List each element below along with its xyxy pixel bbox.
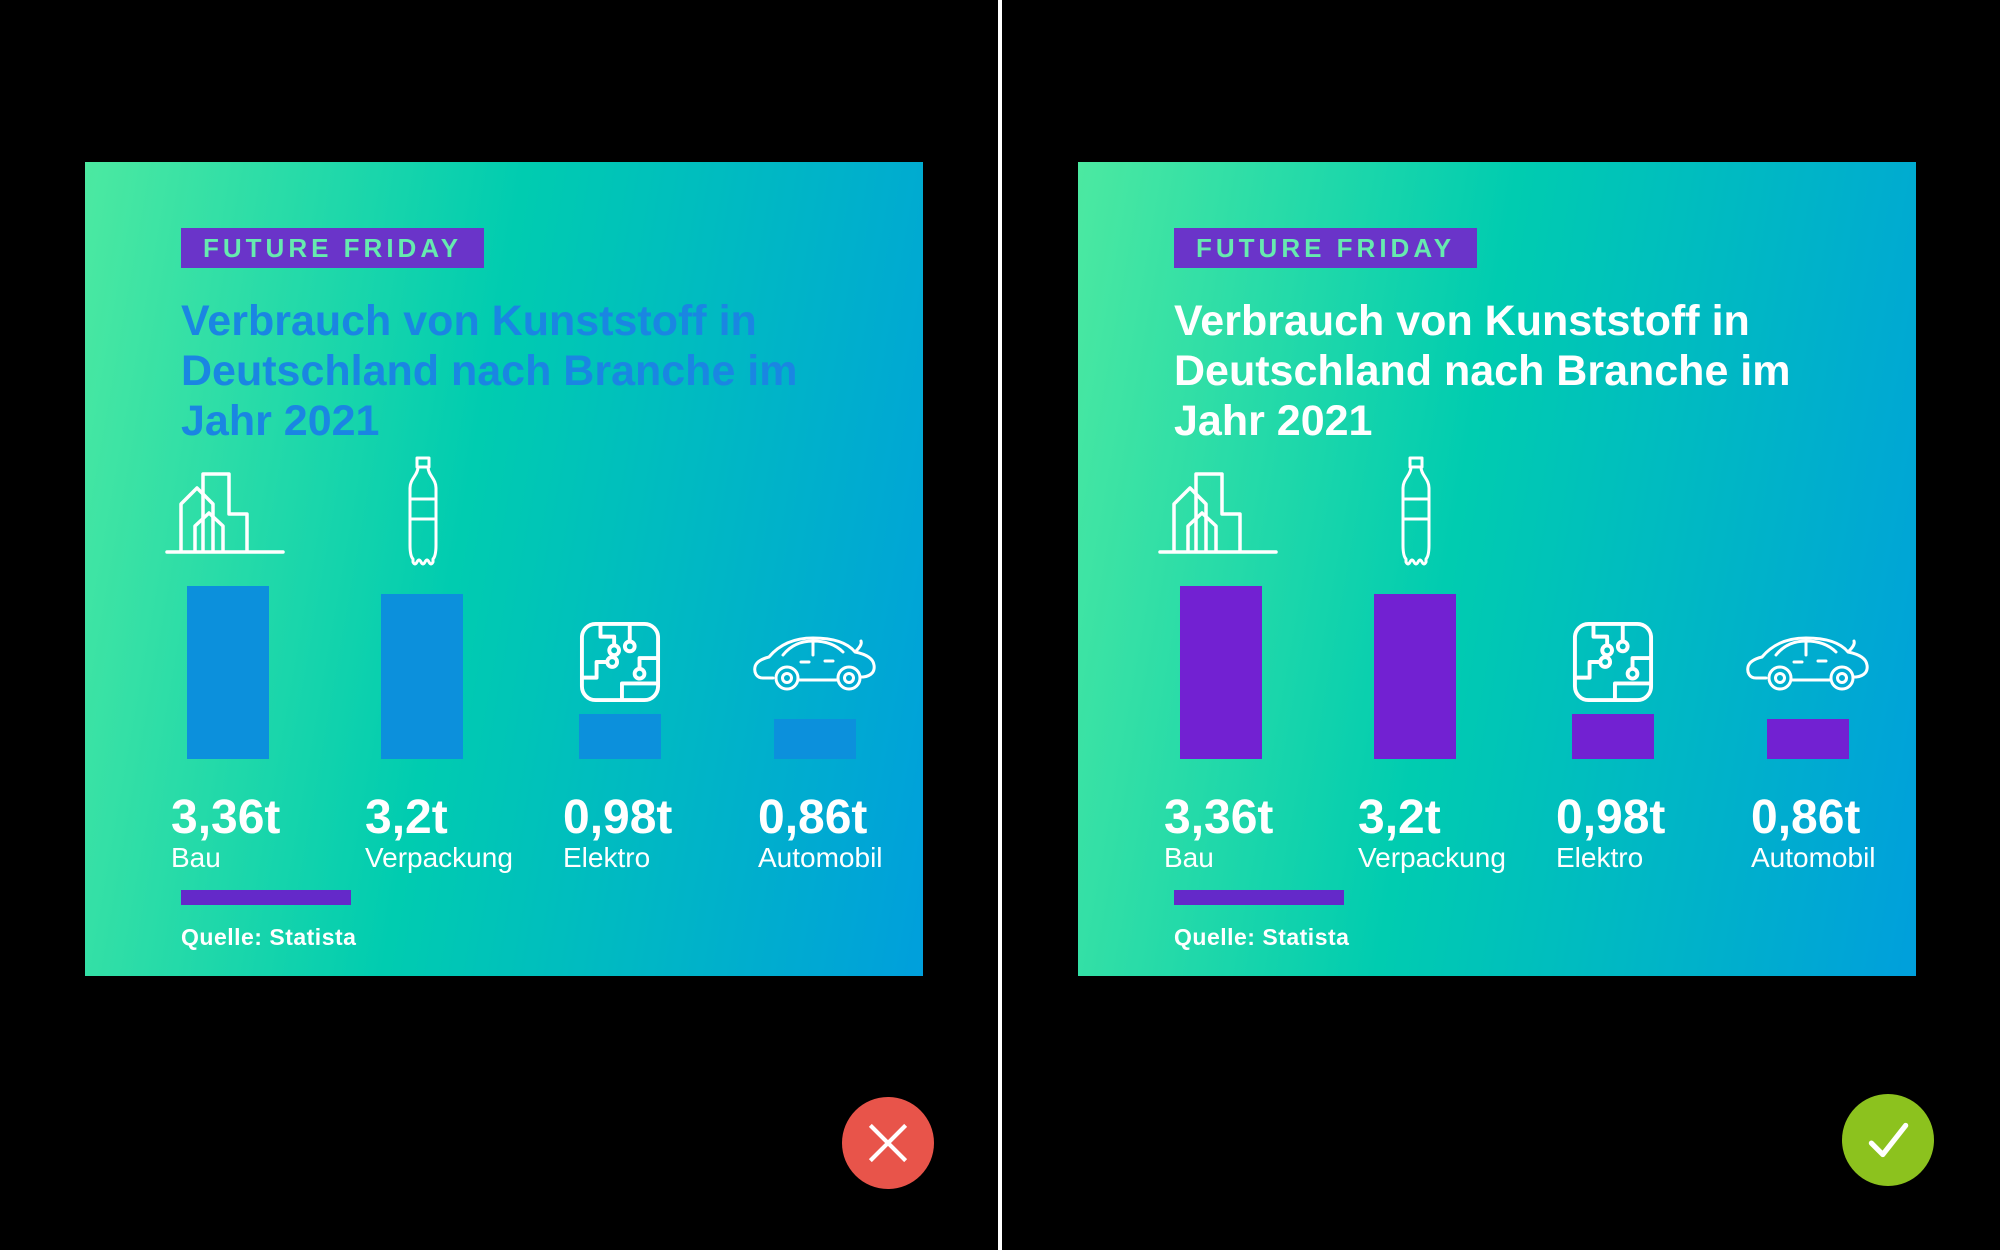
reject-button[interactable]	[842, 1097, 934, 1189]
car-icon	[1744, 630, 1874, 694]
circuit-icon	[1572, 620, 1654, 704]
infographic-card-left: FUTURE FRIDAY Verbrauch von Kunststoff i…	[85, 162, 923, 976]
value-bau: 3,36t	[1164, 791, 1274, 844]
label-verpackung: Verpackung	[365, 842, 513, 873]
value-bau: 3,36t	[171, 791, 281, 844]
bar-verpackung	[1374, 594, 1456, 759]
chart-title-line-2: Deutschland nach Branche im	[181, 347, 798, 395]
car-icon	[751, 630, 881, 694]
source-credit: Quelle: Statista	[181, 924, 357, 950]
label-verpackung: Verpackung	[1358, 842, 1506, 873]
value-automobil: 0,86t	[1751, 791, 1861, 844]
label-bau: Bau	[171, 842, 221, 873]
bottle-icon	[401, 454, 445, 570]
future-friday-badge: FUTURE FRIDAY	[181, 228, 485, 268]
circuit-icon	[579, 620, 661, 704]
value-verpackung: 3,2t	[365, 791, 448, 844]
check-icon	[1861, 1113, 1915, 1167]
chart-title-line-3: Jahr 2021	[181, 397, 380, 445]
label-elektro: Elektro	[1556, 842, 1644, 873]
bar-elektro	[1572, 714, 1654, 759]
value-elektro: 0,98t	[1556, 791, 1666, 844]
building-icon	[1158, 462, 1278, 556]
bar-automobil	[1767, 719, 1849, 759]
approve-button[interactable]	[1842, 1094, 1934, 1186]
bar-bau	[187, 586, 269, 759]
label-automobil: Automobil	[758, 842, 883, 873]
value-elektro: 0,98t	[563, 791, 673, 844]
infographic-card-right: FUTURE FRIDAY Verbrauch von Kunststoff i…	[1078, 162, 1916, 976]
chart-title-line-3: Jahr 2021	[1174, 397, 1373, 445]
accent-underline	[1174, 890, 1344, 905]
vertical-divider	[998, 0, 1002, 1250]
source-credit: Quelle: Statista	[1174, 924, 1350, 950]
label-automobil: Automobil	[1751, 842, 1876, 873]
chart-title-line-1: Verbrauch von Kunststoff in	[181, 297, 757, 345]
bar-verpackung	[381, 594, 463, 759]
bar-bau	[1180, 586, 1262, 759]
future-friday-badge: FUTURE FRIDAY	[1174, 228, 1478, 268]
label-elektro: Elektro	[563, 842, 651, 873]
bottle-icon	[1394, 454, 1438, 570]
value-verpackung: 3,2t	[1358, 791, 1441, 844]
chart-title: Verbrauch von Kunststoff in Deutschland …	[181, 296, 841, 446]
bar-elektro	[579, 714, 661, 759]
bar-automobil	[774, 719, 856, 759]
chart-title: Verbrauch von Kunststoff in Deutschland …	[1174, 296, 1834, 446]
accent-underline	[181, 890, 351, 905]
value-automobil: 0,86t	[758, 791, 868, 844]
chart-title-line-2: Deutschland nach Branche im	[1174, 347, 1791, 395]
chart-title-line-1: Verbrauch von Kunststoff in	[1174, 297, 1750, 345]
label-bau: Bau	[1164, 842, 1214, 873]
building-icon	[165, 462, 285, 556]
x-icon	[861, 1116, 915, 1170]
